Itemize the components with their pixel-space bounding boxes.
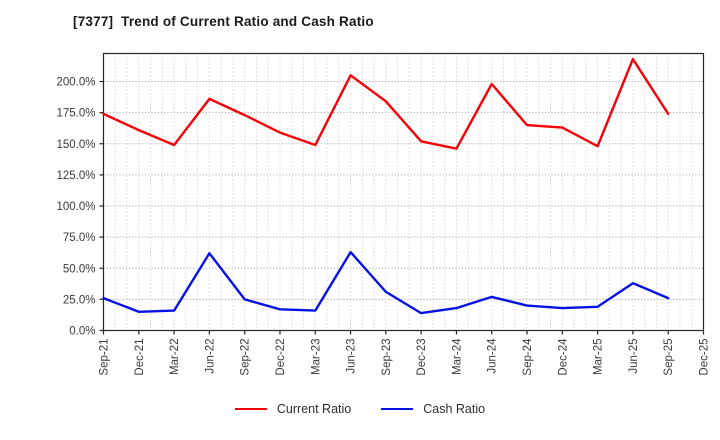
legend-label-current-ratio: Current Ratio [276, 402, 352, 416]
x-tick-label: Dec-24 [557, 338, 569, 376]
x-tick-label: Dec-22 [275, 339, 287, 376]
legend-item-cash-ratio: Cash Ratio [381, 402, 485, 416]
y-tick-label: 0.0% [69, 326, 95, 338]
series-line-current-ratio [102, 57, 670, 150]
y-axis-ticks: 0.0% 25.0% 50.0% 75.0% 100.0% 125.0% 150.0% 175… [56, 77, 104, 338]
chart-title: [7377] Trend of Current Ratio and Cash R… [73, 14, 374, 29]
x-tick-label: Sep-21 [99, 339, 111, 376]
x-tick-label: Dec-23 [416, 339, 428, 376]
horizontal-gridlines [103, 81, 704, 300]
x-tick-label: Sep-24 [522, 338, 534, 376]
legend-item-current-ratio: Current Ratio [234, 402, 352, 416]
current-ratio-line-swatch [234, 408, 267, 410]
series-line-cash-ratio [102, 250, 670, 315]
x-tick-label: Jun-25 [628, 339, 640, 374]
x-tick-label: Sep-22 [240, 339, 252, 376]
y-tick-label: 25.0% [63, 294, 96, 306]
y-tick-label: 75.0% [63, 232, 96, 244]
x-tick-label: Dec-25 [699, 339, 711, 376]
x-tick-label: Dec-21 [134, 339, 146, 376]
x-tick-label: Jun-23 [346, 339, 358, 374]
legend: Current Ratio Cash Ratio [0, 402, 720, 416]
x-tick-label: Mar-24 [451, 338, 463, 375]
y-tick-label: 150.0% [56, 139, 95, 151]
x-tick-label: Mar-25 [593, 339, 605, 375]
y-tick-label: 50.0% [63, 263, 96, 275]
x-tick-label: Mar-22 [169, 339, 181, 375]
x-tick-label: Mar-23 [310, 339, 322, 375]
x-tick-label: Sep-23 [381, 339, 393, 376]
x-tick-label: Jun-22 [204, 339, 216, 374]
y-tick-label: 175.0% [56, 108, 95, 120]
legend-label-cash-ratio: Cash Ratio [423, 402, 486, 416]
y-tick-label: 200.0% [56, 77, 95, 89]
x-axis-ticks: Sep-21 Dec-21 Mar-22 Jun-22 Sep-22 Dec-22 Mar-… [99, 330, 711, 376]
plot-border [102, 52, 705, 332]
cash-ratio-line-swatch [381, 408, 414, 410]
y-tick-label: 125.0% [56, 170, 95, 182]
y-tick-label: 100.0% [56, 201, 95, 213]
vertical-gridlines [114, 53, 693, 331]
x-tick-label: Sep-25 [663, 339, 675, 376]
x-tick-label: Jun-24 [487, 338, 499, 374]
